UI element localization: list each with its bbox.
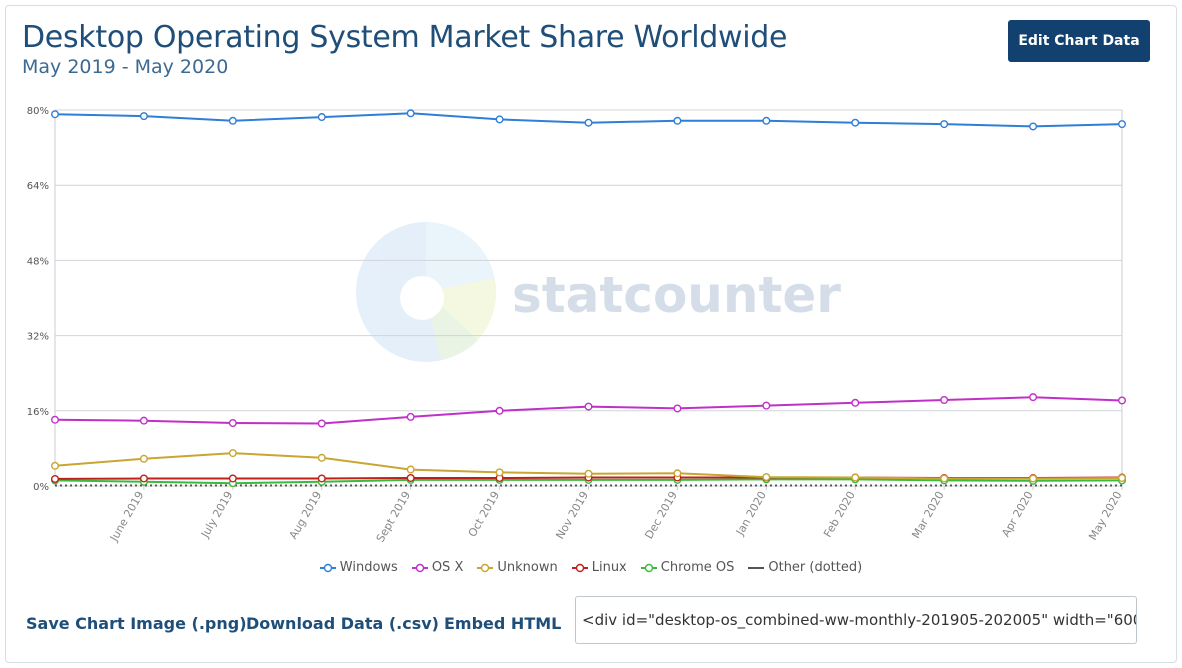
y-tick-label: 0% <box>33 482 49 493</box>
legend-marker-icon <box>571 563 588 572</box>
data-point-linux[interactable] <box>406 474 415 483</box>
data-point-unknown[interactable] <box>228 449 237 458</box>
legend-label: Other (dotted) <box>768 560 863 575</box>
legend-marker-icon <box>319 563 336 572</box>
data-point-windows[interactable] <box>851 118 860 127</box>
x-tick-label: Dec 2019 <box>642 489 680 541</box>
legend-marker-icon <box>640 563 657 572</box>
download-data-link[interactable]: Download Data (.csv) <box>246 614 439 633</box>
data-point-os-x[interactable] <box>851 398 860 407</box>
data-point-os-x[interactable] <box>1029 393 1038 402</box>
x-tick-label: Jan 2020 <box>733 489 769 538</box>
edit-chart-data-button[interactable]: Edit Chart Data <box>1008 20 1150 62</box>
y-tick-label: 48% <box>27 256 49 267</box>
chart-plot: statcounter 0%16%32%48%64%80% June 2019 J… <box>27 106 1126 544</box>
legend-marker-icon <box>411 563 428 572</box>
data-point-unknown[interactable] <box>495 468 504 477</box>
x-tick-label: Aug 2019 <box>287 489 325 541</box>
embed-code-text: <div id="desktop-os_combined-ww-monthly-… <box>582 611 1137 629</box>
x-tick-label: June 2019 <box>107 489 146 544</box>
x-axis: June 2019 July 2019 Aug 2019 Sept 2019 Oct 2… <box>107 486 1125 544</box>
data-point-windows[interactable] <box>317 113 326 122</box>
legend-item-other-dotted[interactable]: Other (dotted) <box>748 560 862 575</box>
data-point-windows[interactable] <box>762 116 771 125</box>
data-point-windows[interactable] <box>1117 120 1126 129</box>
watermark-text: statcounter <box>512 266 841 324</box>
legend-marker-icon <box>748 566 765 569</box>
chart-series <box>51 109 1126 488</box>
legend-item-chrome-os[interactable]: Chrome OS <box>640 560 735 575</box>
data-point-windows[interactable] <box>51 110 60 119</box>
data-point-windows[interactable] <box>406 109 415 118</box>
x-tick-label: Apr 2020 <box>999 489 1036 539</box>
legend-label: Linux <box>591 560 627 575</box>
data-point-os-x[interactable] <box>940 395 949 404</box>
chart-subtitle: May 2019 - May 2020 <box>22 56 229 78</box>
data-point-windows[interactable] <box>495 115 504 124</box>
data-point-linux[interactable] <box>228 474 237 483</box>
data-point-unknown[interactable] <box>51 461 60 470</box>
legend-label: Windows <box>339 560 398 575</box>
data-point-os-x[interactable] <box>406 412 415 421</box>
data-point-os-x[interactable] <box>584 402 593 411</box>
legend-label: Unknown <box>497 560 558 575</box>
data-point-unknown[interactable] <box>940 474 949 483</box>
data-point-linux[interactable] <box>317 474 326 483</box>
legend-label: OS X <box>431 560 464 575</box>
y-tick-label: 16% <box>27 407 49 418</box>
save-chart-image-link[interactable]: Save Chart Image (.png) <box>26 614 247 633</box>
data-point-unknown[interactable] <box>1117 474 1126 483</box>
x-tick-label: Sept 2019 <box>374 489 414 544</box>
y-axis: 0% 16% 32% 48% 64% 80% <box>27 106 49 493</box>
data-point-unknown[interactable] <box>1029 474 1038 483</box>
x-tick-label: Oct 2019 <box>466 489 503 539</box>
data-point-windows[interactable] <box>584 118 593 127</box>
x-tick-label: July 2019 <box>198 489 235 541</box>
chart-legend: Windows OS X Unknown Linux Chrome OS Other (d… <box>0 560 1182 575</box>
data-point-os-x[interactable] <box>762 401 771 410</box>
data-point-windows[interactable] <box>228 116 237 125</box>
legend-marker-icon <box>477 563 494 572</box>
data-point-unknown[interactable] <box>139 454 148 463</box>
legend-item-linux[interactable]: Linux <box>571 560 627 575</box>
data-point-os-x[interactable] <box>51 415 60 424</box>
data-point-windows[interactable] <box>940 120 949 129</box>
x-tick-label: Mar 2020 <box>909 489 946 541</box>
data-point-windows[interactable] <box>139 112 148 121</box>
chart-card <box>5 5 1177 663</box>
data-point-os-x[interactable] <box>139 416 148 425</box>
statcounter-logo-watermark <box>356 222 496 362</box>
legend-item-os-x[interactable]: OS X <box>411 560 464 575</box>
data-point-os-x[interactable] <box>495 406 504 415</box>
data-point-linux[interactable] <box>139 474 148 483</box>
legend-item-unknown[interactable]: Unknown <box>477 560 558 575</box>
y-tick-label: 32% <box>27 332 49 343</box>
data-point-windows[interactable] <box>1029 122 1038 131</box>
data-point-unknown[interactable] <box>762 473 771 482</box>
legend-item-windows[interactable]: Windows <box>319 560 398 575</box>
data-point-os-x[interactable] <box>1117 396 1126 405</box>
data-point-os-x[interactable] <box>673 404 682 413</box>
data-point-unknown[interactable] <box>673 469 682 478</box>
legend-label: Chrome OS <box>660 560 735 575</box>
chart-title: Desktop Operating System Market Share Wo… <box>22 20 788 55</box>
data-point-linux[interactable] <box>51 474 60 483</box>
data-point-os-x[interactable] <box>317 419 326 428</box>
x-tick-label: May 2020 <box>1086 489 1124 542</box>
embed-html-link[interactable]: Embed HTML <box>444 614 562 633</box>
data-point-os-x[interactable] <box>228 419 237 428</box>
data-point-unknown[interactable] <box>317 453 326 462</box>
data-point-unknown[interactable] <box>851 473 860 482</box>
data-point-unknown[interactable] <box>406 465 415 474</box>
y-tick-label: 80% <box>27 106 49 117</box>
data-point-windows[interactable] <box>673 116 682 125</box>
embed-code-field[interactable]: <div id="desktop-os_combined-ww-monthly-… <box>575 596 1137 644</box>
y-tick-label: 64% <box>27 181 49 192</box>
x-tick-label: Feb 2020 <box>821 489 858 540</box>
x-tick-label: Nov 2019 <box>553 489 591 541</box>
data-point-unknown[interactable] <box>584 469 593 478</box>
